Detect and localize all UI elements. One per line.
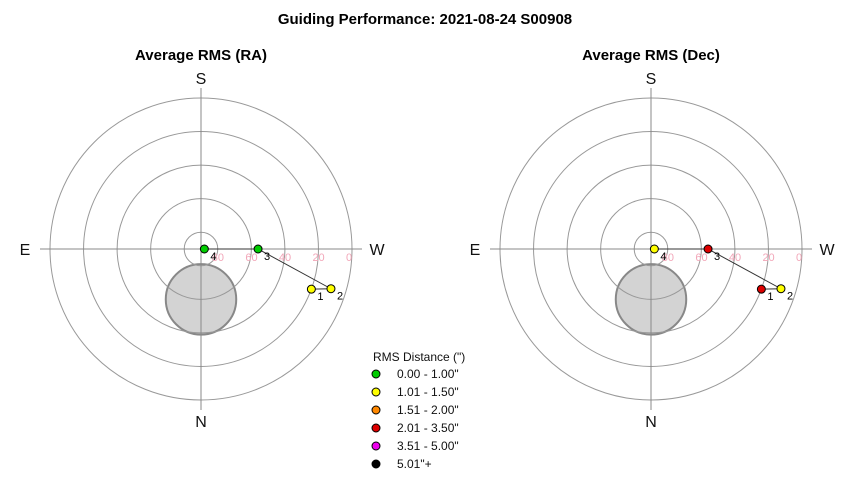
cardinal-S: S — [196, 71, 207, 88]
data-point-1 — [756, 284, 766, 294]
ring-label: 0 — [346, 252, 352, 264]
point-label: 4 — [210, 251, 216, 263]
data-point-4 — [649, 244, 659, 254]
legend-item-label: 2.01 - 3.50" — [397, 421, 459, 435]
data-point-2 — [326, 284, 336, 294]
polar-plot-1: Average RMS (RA) 80 60 40 20 0 S N E W 1 2 3 4 — [20, 47, 386, 431]
ring-label: 40 — [729, 252, 741, 264]
data-point-3 — [253, 244, 263, 254]
legend-swatch — [371, 423, 381, 433]
point-label: 1 — [317, 291, 323, 303]
ring-label: 60 — [245, 252, 257, 264]
point-label: 1 — [767, 291, 773, 303]
ring-label: 80 — [662, 252, 674, 264]
legend: RMS Distance (") 0.00 - 1.00" 1.01 - 1.50… — [371, 350, 465, 471]
track-line — [204, 248, 333, 290]
track-line — [654, 248, 783, 290]
point-label: 4 — [660, 251, 666, 263]
legend-item-label: 1.51 - 2.00" — [397, 403, 459, 417]
ring-label: 40 — [279, 252, 291, 264]
cardinal-S: S — [646, 71, 657, 88]
cardinal-E: E — [20, 242, 31, 259]
cardinal-N: N — [645, 414, 657, 431]
point-label: 3 — [714, 251, 720, 263]
chart-title: Guiding Performance: 2021-08-24 S00908 — [278, 11, 572, 28]
ring-label: 80 — [212, 252, 224, 264]
data-point-1 — [306, 284, 316, 294]
data-point-2 — [776, 284, 786, 294]
legend-item-label: 1.01 - 1.50" — [397, 385, 459, 399]
ring-label: 20 — [762, 252, 774, 264]
data-point-3 — [703, 244, 713, 254]
legend-item-label: 0.00 - 1.00" — [397, 367, 459, 381]
data-point-4 — [199, 244, 209, 254]
legend-swatch — [371, 369, 381, 379]
legend-swatch — [371, 387, 381, 397]
cardinal-E: E — [470, 242, 481, 259]
ring-label: 0 — [796, 252, 802, 264]
point-label: 2 — [337, 291, 343, 303]
point-label: 3 — [264, 251, 270, 263]
legend-swatch — [371, 441, 381, 451]
cardinal-N: N — [195, 414, 207, 431]
cardinal-W: W — [369, 242, 385, 259]
polar-plot-2: Average RMS (Dec) 80 60 40 20 0 S N E W 1 2 3 4 — [470, 47, 836, 431]
ring-label: 20 — [312, 252, 324, 264]
plot-title: Average RMS (Dec) — [582, 47, 720, 64]
cardinal-W: W — [819, 242, 835, 259]
legend-swatch — [371, 459, 381, 469]
legend-swatch — [371, 405, 381, 415]
point-label: 2 — [787, 291, 793, 303]
ring-label: 60 — [695, 252, 707, 264]
plot-title: Average RMS (RA) — [135, 47, 267, 64]
legend-item-label: 3.51 - 5.00" — [397, 439, 459, 453]
legend-item-label: 5.01"+ — [397, 457, 432, 471]
legend-title: RMS Distance (") — [373, 350, 465, 364]
